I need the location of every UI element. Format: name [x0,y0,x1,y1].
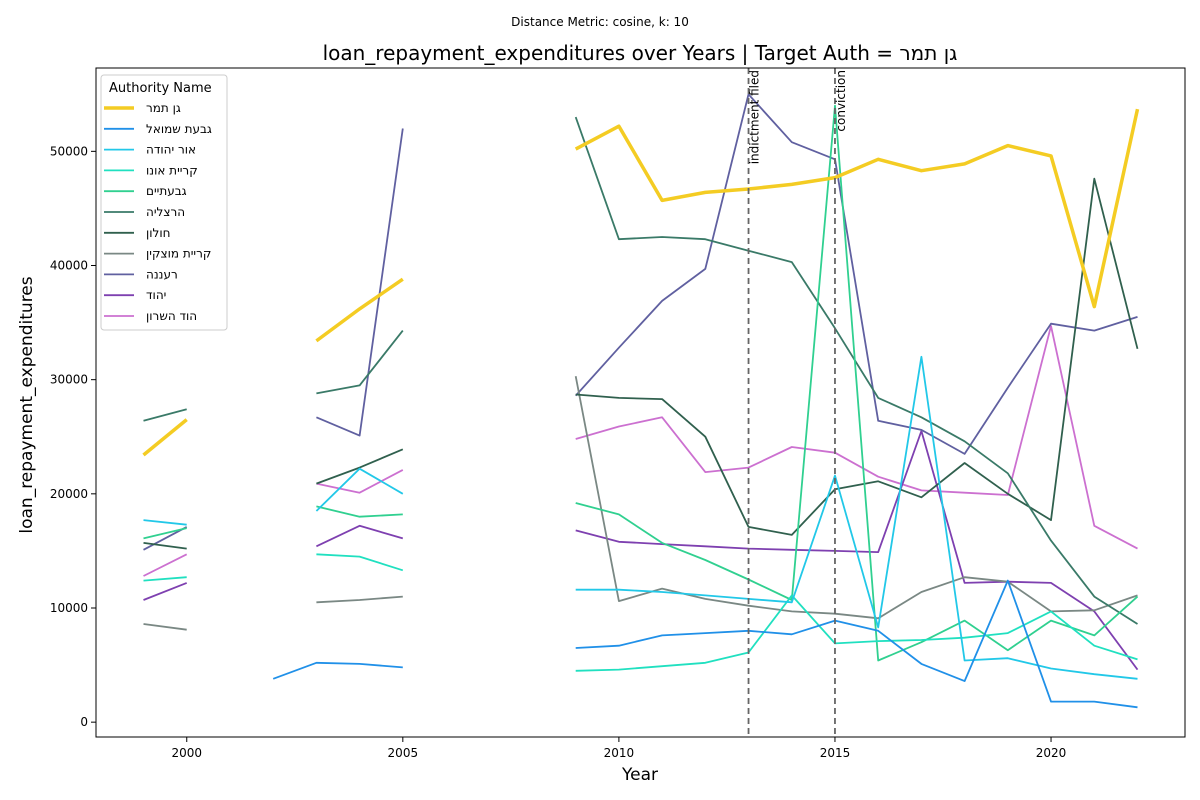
y-axis-label: loan_repayment_expenditures [17,276,37,533]
series-line-segment [143,576,187,582]
series-line-segment [575,355,1138,680]
series-line-segment [272,661,403,680]
series-line-segment [316,448,404,485]
y-tick-label: 40000 [50,259,88,273]
series-7 [143,376,1138,631]
legend-item: רעננה [104,267,178,281]
legend-item: הוד השרון [104,309,197,323]
y-tick-label: 0 [80,715,88,729]
legend-item: גן תמר [104,101,181,115]
legend-label: רעננה [146,267,178,281]
series-line-segment [143,408,187,422]
legend-item: קריית מוצקין [104,247,211,261]
legend-label: גן תמר [146,101,181,115]
series-line-segment [574,108,1140,309]
plot-area: indictment filed conviction [95,67,1186,738]
event-label: conviction [834,70,848,132]
series-line-segment [316,595,403,604]
legend-label: קריית מוצקין [146,247,211,261]
series-line-segment [142,418,188,457]
chart-suptitle: Distance Metric: cosine, k: 10 [511,15,689,29]
series-line-segment [574,116,1138,625]
legend: Authority Name גן תמר גבעת שמואל אור יהודה… [100,74,228,331]
y-tick-label: 50000 [50,144,88,158]
series-line-segment [143,527,187,540]
y-tick-label: 20000 [50,487,88,501]
y-tick-label: 30000 [50,373,88,387]
legend-item: גבעת שמואל [104,122,212,136]
series-line-segment [574,376,1138,620]
series-line-segment [575,93,1138,455]
series-line-segment [575,177,1139,536]
x-tick-label: 2015 [820,746,851,760]
axes-frame [95,67,1186,738]
legend-label: גבעתיים [146,184,187,198]
legend-label: הוד השרון [146,309,197,323]
legend-label: הרצליה [146,205,185,219]
series-line-segment [315,467,404,512]
legend-box [100,74,228,331]
legend-items: גן תמר גבעת שמואל אור יהודה קריית אונו גבעתי… [104,101,212,323]
series-line-segment [143,542,187,550]
series-line-segment [575,325,1138,550]
y-axis: 0 10000 20000 30000 40000 50000 [50,144,96,729]
legend-label: חולון [146,226,170,240]
legend-item: אור יהודה [104,143,196,157]
series-line-segment [575,594,1138,672]
legend-title: Authority Name [109,81,212,96]
series-line-segment [316,128,404,437]
series-line-segment [316,524,404,548]
series-5 [143,116,1138,625]
legend-item: יהוד [104,288,166,302]
series-line-segment [143,519,187,526]
series-line-segment [143,553,188,577]
legend-item: חולון [104,226,170,240]
series-10 [143,325,1138,577]
legend-label: אור יהודה [146,143,196,157]
series-3 [143,553,1138,672]
series-line-segment [316,469,404,494]
legend-item: גבעתיים [104,184,187,198]
x-axis: 2000 2005 2010 2015 2020 [171,737,1066,760]
series-line-segment [143,582,188,601]
series-line-segment [575,104,1139,662]
series-4 [143,104,1139,662]
legend-item: הרצליה [104,205,185,219]
series-line-segment [315,277,404,343]
series-line-segment [316,505,403,518]
event-label: indictment filed [748,70,762,164]
series-0 [142,108,1140,457]
x-tick-label: 2000 [171,746,202,760]
chart-title: loan_repayment_expenditures over Years |… [323,41,958,65]
series-1 [272,579,1138,709]
series-6 [143,177,1139,550]
series-2 [143,355,1138,680]
y-tick-label: 10000 [50,601,88,615]
series-line-segment [575,579,1138,709]
series-layer [142,93,1140,709]
legend-item: קריית אונו [104,163,198,177]
x-tick-label: 2010 [604,746,635,760]
legend-label: קריית אונו [146,163,198,177]
event-markers: indictment filed conviction [748,68,848,737]
series-line-segment [143,623,187,631]
series-line-segment [316,553,404,572]
x-tick-label: 2005 [388,746,419,760]
legend-label: גבעת שמואל [146,122,212,136]
x-tick-label: 2020 [1036,746,1067,760]
x-axis-label: Year [621,765,658,785]
series-9 [143,430,1139,671]
series-line-segment [316,330,404,395]
legend-label: יהוד [146,288,166,302]
